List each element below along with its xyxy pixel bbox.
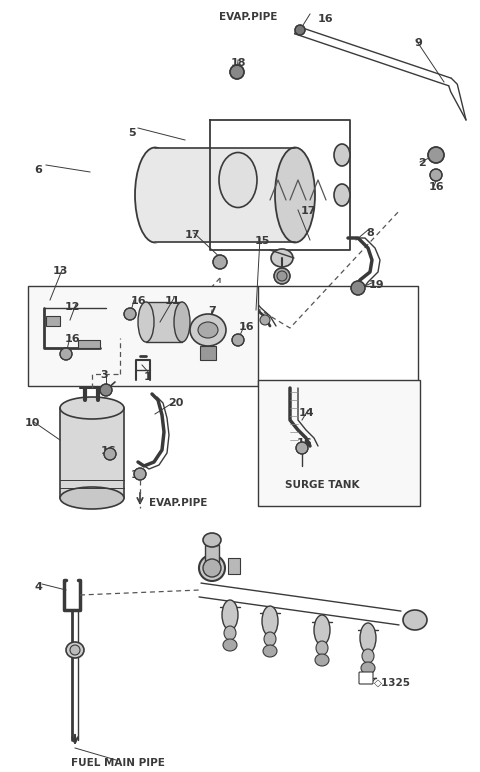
Text: 17: 17 — [300, 206, 316, 216]
Text: SURGE TANK: SURGE TANK — [285, 480, 359, 490]
Text: 16: 16 — [238, 322, 254, 332]
Text: 16: 16 — [64, 334, 80, 344]
Circle shape — [430, 169, 442, 181]
Circle shape — [124, 308, 136, 320]
Ellipse shape — [314, 615, 330, 645]
Bar — [200, 346, 216, 360]
Text: 16: 16 — [428, 182, 444, 192]
Circle shape — [232, 334, 244, 346]
Circle shape — [60, 348, 72, 360]
Text: 10: 10 — [24, 418, 40, 428]
Ellipse shape — [198, 322, 218, 338]
Text: 9: 9 — [414, 38, 422, 48]
Ellipse shape — [222, 600, 238, 630]
Text: 16: 16 — [296, 438, 312, 448]
Text: ◇1325: ◇1325 — [374, 678, 411, 688]
Text: 11: 11 — [164, 296, 180, 306]
Text: 8: 8 — [366, 228, 374, 238]
Text: 18: 18 — [230, 58, 246, 68]
Ellipse shape — [60, 397, 124, 419]
Bar — [258, 380, 420, 506]
Ellipse shape — [174, 302, 190, 342]
Circle shape — [260, 315, 270, 325]
Ellipse shape — [275, 147, 315, 242]
Circle shape — [295, 25, 305, 35]
Text: 13: 13 — [52, 266, 68, 276]
Ellipse shape — [66, 642, 84, 658]
Text: 12: 12 — [64, 302, 80, 312]
FancyBboxPatch shape — [359, 672, 373, 684]
Text: 4: 4 — [34, 582, 42, 592]
Text: 16: 16 — [130, 470, 146, 480]
Ellipse shape — [60, 487, 124, 509]
Text: 14: 14 — [298, 408, 314, 418]
Ellipse shape — [360, 623, 376, 653]
Ellipse shape — [135, 147, 175, 242]
Ellipse shape — [403, 610, 427, 630]
Ellipse shape — [263, 645, 277, 657]
Ellipse shape — [203, 559, 221, 577]
Text: 16: 16 — [318, 14, 334, 24]
Ellipse shape — [224, 626, 236, 640]
Ellipse shape — [138, 302, 154, 342]
Bar — [60, 408, 124, 498]
Circle shape — [296, 442, 308, 454]
Text: 2: 2 — [418, 158, 426, 168]
Text: 7: 7 — [208, 306, 216, 316]
Text: FUEL MAIN PIPE: FUEL MAIN PIPE — [71, 758, 165, 768]
Bar — [228, 558, 240, 574]
Circle shape — [213, 255, 227, 269]
Ellipse shape — [315, 654, 329, 666]
Bar — [78, 340, 100, 348]
Ellipse shape — [316, 641, 328, 655]
Ellipse shape — [262, 606, 278, 636]
Text: 17: 17 — [184, 230, 200, 240]
Ellipse shape — [271, 249, 293, 267]
Circle shape — [277, 271, 287, 281]
Text: 16: 16 — [100, 446, 116, 456]
Text: EVAP.PIPE: EVAP.PIPE — [219, 12, 277, 22]
Circle shape — [274, 268, 290, 284]
Ellipse shape — [190, 314, 226, 346]
Ellipse shape — [264, 632, 276, 646]
Ellipse shape — [223, 639, 237, 651]
Text: 5: 5 — [128, 128, 136, 138]
Ellipse shape — [361, 662, 375, 674]
Bar — [28, 286, 258, 386]
Ellipse shape — [70, 645, 80, 655]
Circle shape — [134, 468, 146, 480]
Ellipse shape — [334, 184, 350, 206]
Circle shape — [428, 147, 444, 163]
Bar — [155, 148, 295, 243]
Text: 1: 1 — [144, 372, 152, 382]
Circle shape — [230, 65, 244, 79]
Bar — [205, 545, 219, 567]
Bar — [146, 302, 182, 342]
Ellipse shape — [362, 649, 374, 663]
Circle shape — [104, 448, 116, 460]
Ellipse shape — [334, 144, 350, 166]
Text: 20: 20 — [168, 398, 184, 408]
Text: 16: 16 — [130, 296, 146, 306]
Ellipse shape — [203, 533, 221, 547]
Text: 19: 19 — [368, 280, 384, 290]
Text: 3: 3 — [100, 370, 108, 380]
Bar — [46, 316, 60, 326]
Ellipse shape — [219, 153, 257, 208]
Ellipse shape — [199, 555, 225, 581]
Text: EVAP.PIPE: EVAP.PIPE — [149, 498, 207, 508]
Circle shape — [100, 384, 112, 396]
Text: 6: 6 — [34, 165, 42, 175]
Text: 15: 15 — [254, 236, 270, 246]
Circle shape — [351, 281, 365, 295]
